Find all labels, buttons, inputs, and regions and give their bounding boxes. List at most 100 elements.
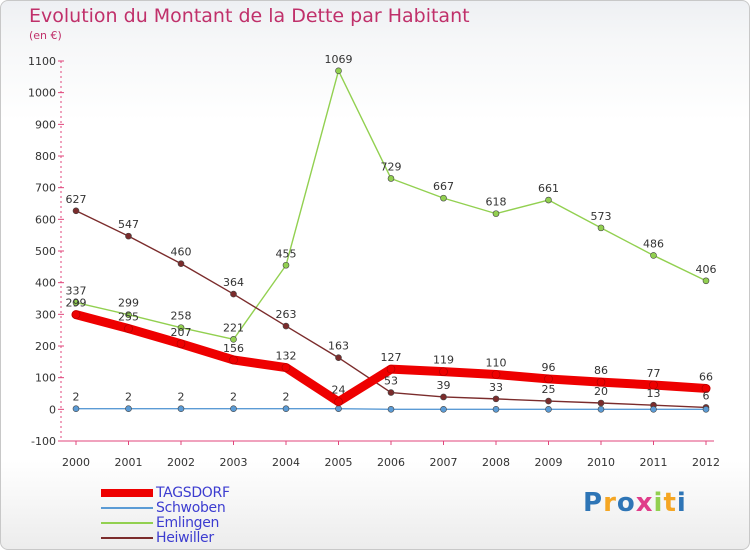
- data-point-emlingen: [177, 324, 185, 331]
- data-point-schwoben: [650, 406, 657, 413]
- data-label-emlingen: 221: [223, 321, 244, 334]
- data-label-emlingen: 455: [276, 247, 297, 260]
- data-label-emlingen: 667: [433, 180, 454, 193]
- data-point-heiwiller: [177, 260, 185, 267]
- logo-letter: o: [616, 488, 636, 518]
- data-label-tagsdorf: 24: [332, 384, 346, 397]
- data-point-emlingen: [597, 224, 605, 232]
- data-point-emlingen: [125, 311, 132, 318]
- y-tick-label: 700: [35, 182, 56, 195]
- data-point-emlingen: [387, 175, 395, 182]
- x-tick-label: 2012: [692, 456, 720, 469]
- data-label-tagsdorf: 119: [433, 354, 454, 367]
- data-label-emlingen: 299: [118, 297, 139, 310]
- y-tick-label: 600: [35, 213, 56, 226]
- chart-title: Evolution du Montant de la Dette par Hab…: [29, 5, 470, 27]
- data-point-emlingen: [282, 261, 290, 269]
- y-tick-label: -100: [31, 435, 56, 448]
- logo-letter: i: [653, 488, 664, 518]
- data-point-heiwiller: [230, 290, 237, 298]
- data-point-heiwiller: [125, 232, 132, 240]
- data-label-tagsdorf: 96: [542, 361, 556, 374]
- logo-letter: r: [603, 488, 617, 518]
- x-tick-label: 2009: [535, 456, 563, 469]
- data-label-emlingen: 729: [381, 160, 402, 173]
- data-point-heiwiller: [492, 395, 500, 403]
- data-label-emlingen: 573: [591, 210, 612, 223]
- data-point-tagsdorf: [71, 310, 81, 319]
- data-label-heiwiller: 163: [328, 340, 349, 353]
- data-point-schwoben: [335, 405, 342, 413]
- data-point-schwoben: [282, 405, 290, 413]
- data-point-emlingen: [440, 194, 447, 202]
- legend-swatch: [101, 507, 153, 509]
- y-tick-label: 500: [35, 245, 56, 258]
- data-label-schwoben: 2: [283, 391, 290, 404]
- logo-letter: P: [583, 488, 604, 518]
- data-point-tagsdorf: [649, 380, 658, 390]
- data-label-emlingen: 337: [66, 285, 87, 298]
- data-point-schwoben: [177, 405, 185, 413]
- data-point-heiwiller: [545, 397, 552, 405]
- data-label-tagsdorf: 110: [486, 357, 507, 370]
- y-tick-label: 800: [35, 150, 56, 163]
- data-label-tagsdorf: 156: [223, 342, 244, 355]
- data-point-emlingen: [492, 210, 500, 217]
- x-tick-label: 2008: [482, 456, 510, 469]
- logo-letter: i: [676, 488, 687, 518]
- data-label-emlingen: 618: [486, 196, 507, 209]
- data-label-tagsdorf: 255: [118, 311, 139, 324]
- data-label-emlingen: 661: [538, 182, 559, 195]
- y-tick-label: 1000: [28, 87, 56, 100]
- data-point-tagsdorf: [544, 374, 553, 384]
- data-point-heiwiller: [72, 207, 80, 215]
- data-label-schwoben: 2: [73, 391, 80, 404]
- data-point-tagsdorf: [596, 377, 606, 387]
- y-tick-label: 0: [49, 403, 56, 416]
- data-point-heiwiller: [387, 389, 395, 396]
- data-point-emlingen: [335, 67, 342, 75]
- legend-label: Emlingen: [156, 515, 220, 531]
- legend-swatch: [101, 489, 153, 497]
- data-point-emlingen: [702, 277, 710, 285]
- data-label-heiwiller: 13: [647, 387, 661, 400]
- legend-label: Schwoben: [156, 500, 226, 516]
- y-tick-label: 400: [35, 277, 56, 290]
- data-point-emlingen: [650, 252, 657, 259]
- data-point-emlingen: [230, 336, 237, 343]
- legend-swatch: [101, 537, 153, 539]
- legend-label: Heiwiller: [156, 530, 214, 546]
- data-point-tagsdorf: [439, 367, 448, 376]
- x-tick-label: 2001: [115, 456, 143, 469]
- data-point-schwoben: [597, 406, 605, 413]
- data-label-schwoben: 2: [230, 391, 237, 404]
- x-tick-label: 2002: [167, 456, 195, 469]
- legend-label: TAGSDORF: [156, 485, 230, 501]
- data-label-heiwiller: 39: [437, 379, 451, 392]
- data-point-schwoben: [702, 406, 710, 413]
- x-tick-label: 2005: [325, 456, 353, 469]
- data-label-emlingen: 258: [171, 310, 192, 323]
- y-tick-label: 300: [35, 308, 56, 321]
- data-label-heiwiller: 33: [489, 381, 503, 394]
- data-label-tagsdorf: 207: [171, 326, 192, 339]
- data-point-schwoben: [125, 405, 132, 413]
- y-tick-label: 100: [35, 372, 56, 385]
- x-tick-label: 2006: [377, 456, 405, 469]
- x-tick-label: 2003: [220, 456, 248, 469]
- data-point-schwoben: [72, 405, 80, 413]
- data-label-heiwiller: 25: [542, 383, 556, 396]
- data-label-emlingen: 486: [643, 237, 664, 250]
- legend-swatch: [101, 522, 153, 524]
- data-point-heiwiller: [440, 393, 447, 401]
- data-label-heiwiller: 364: [223, 276, 244, 289]
- data-label-heiwiller: 263: [276, 308, 297, 321]
- data-label-heiwiller: 460: [171, 246, 192, 259]
- data-label-tagsdorf: 132: [276, 350, 297, 363]
- y-tick-label: 1100: [28, 55, 56, 68]
- data-point-schwoben: [545, 406, 552, 413]
- data-point-tagsdorf: [281, 363, 291, 372]
- data-point-schwoben: [230, 405, 237, 413]
